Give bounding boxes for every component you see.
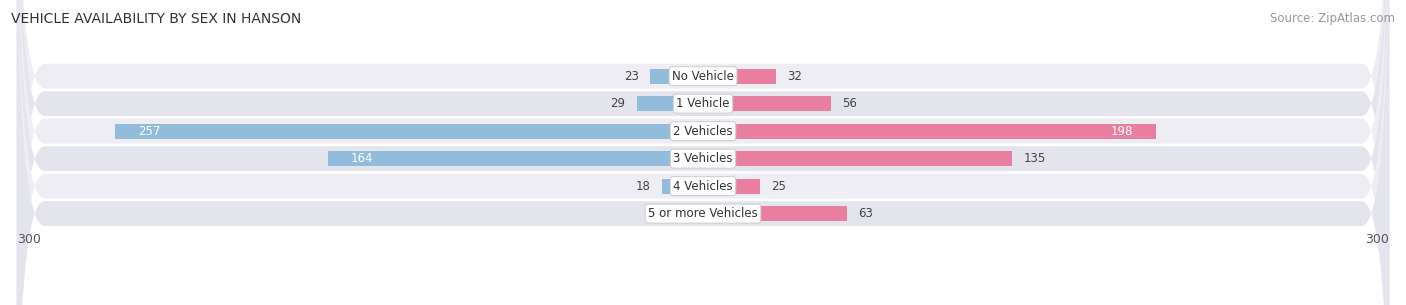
- Text: 1 Vehicle: 1 Vehicle: [676, 97, 730, 110]
- Bar: [651, 69, 703, 84]
- FancyBboxPatch shape: [17, 0, 1389, 305]
- Bar: [703, 69, 776, 84]
- FancyBboxPatch shape: [17, 0, 1389, 305]
- Text: 18: 18: [636, 180, 651, 193]
- FancyBboxPatch shape: [17, 0, 1389, 305]
- Text: 63: 63: [859, 207, 873, 220]
- Text: No Vehicle: No Vehicle: [672, 70, 734, 83]
- Bar: [662, 178, 703, 194]
- Bar: [637, 96, 703, 111]
- Text: 5 or more Vehicles: 5 or more Vehicles: [648, 207, 758, 220]
- Text: 23: 23: [624, 70, 638, 83]
- Bar: [703, 124, 1156, 139]
- Legend: Male, Female: Male, Female: [640, 303, 766, 305]
- Text: 257: 257: [138, 125, 160, 138]
- Bar: [115, 124, 703, 139]
- FancyBboxPatch shape: [17, 0, 1389, 305]
- Text: 300: 300: [1365, 233, 1389, 246]
- Bar: [703, 178, 761, 194]
- Text: 32: 32: [787, 70, 803, 83]
- Text: 0: 0: [689, 207, 696, 220]
- Text: 3 Vehicles: 3 Vehicles: [673, 152, 733, 165]
- Text: 198: 198: [1111, 125, 1133, 138]
- Text: 25: 25: [772, 180, 786, 193]
- FancyBboxPatch shape: [17, 0, 1389, 305]
- Text: 300: 300: [17, 233, 41, 246]
- Bar: [328, 151, 703, 166]
- Bar: [703, 96, 831, 111]
- Text: 2 Vehicles: 2 Vehicles: [673, 125, 733, 138]
- Text: 135: 135: [1024, 152, 1046, 165]
- Text: 4 Vehicles: 4 Vehicles: [673, 180, 733, 193]
- Text: 164: 164: [350, 152, 373, 165]
- Text: 29: 29: [610, 97, 626, 110]
- Bar: [703, 151, 1012, 166]
- Text: 56: 56: [842, 97, 858, 110]
- Text: Source: ZipAtlas.com: Source: ZipAtlas.com: [1270, 12, 1395, 25]
- Bar: [703, 206, 846, 221]
- FancyBboxPatch shape: [17, 0, 1389, 305]
- Text: VEHICLE AVAILABILITY BY SEX IN HANSON: VEHICLE AVAILABILITY BY SEX IN HANSON: [11, 12, 301, 26]
